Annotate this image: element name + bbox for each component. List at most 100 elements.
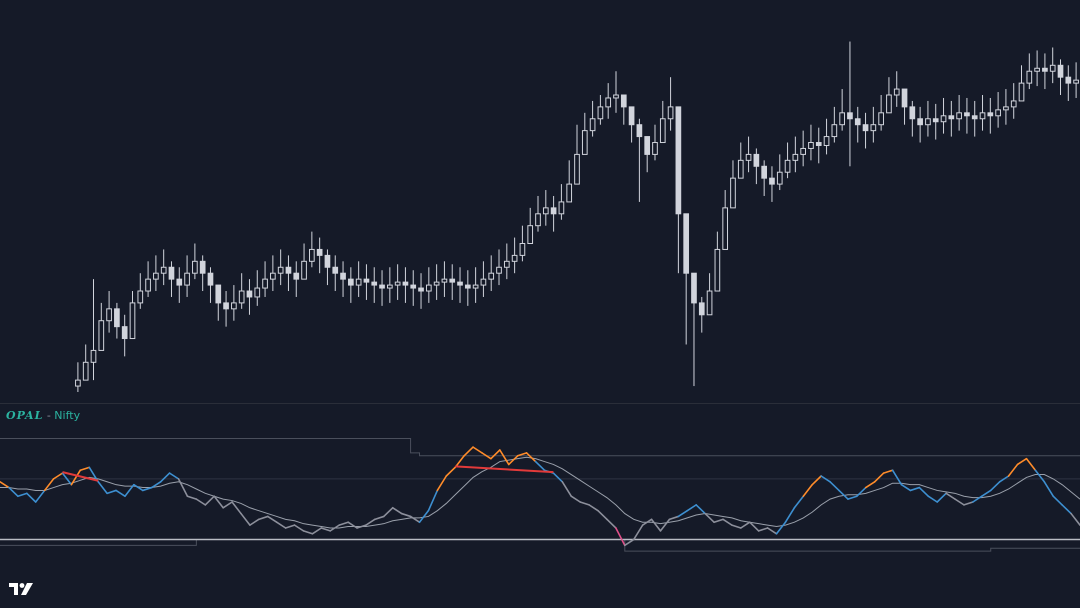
candle-body: [192, 260, 198, 274]
candle: [784, 142, 791, 179]
oscillator-segment: [641, 518, 653, 526]
candle-body: [98, 320, 105, 351]
oscillator-segment: [499, 449, 510, 466]
candle: [301, 243, 307, 280]
oscillator-segment: [400, 512, 412, 518]
candle-body: [511, 254, 518, 262]
price-pane[interactable]: [0, 0, 1080, 403]
candle-body: [854, 118, 861, 126]
candle: [566, 160, 573, 203]
candle-body: [652, 142, 658, 155]
candle: [176, 267, 183, 303]
indicator-separator: -: [43, 409, 55, 422]
candle: [597, 95, 604, 125]
candle: [457, 267, 463, 303]
oscillator-segment: [1016, 457, 1028, 466]
oscillator-segment: [722, 518, 733, 526]
candle: [129, 291, 136, 340]
oscillator-segment: [1070, 512, 1080, 526]
candle: [449, 264, 456, 300]
oscillator-segment: [882, 469, 894, 474]
indicator-legend[interactable]: OPAL - Nifty: [6, 409, 80, 422]
oscillator-segment: [374, 515, 385, 521]
candle-body: [948, 115, 955, 120]
oscillator-segment: [1025, 457, 1037, 472]
candle: [698, 296, 705, 333]
tradingview-logo-icon[interactable]: [8, 582, 34, 596]
candle: [628, 106, 635, 143]
candle: [464, 270, 471, 306]
oscillator-segment: [820, 475, 831, 483]
oscillator-segment: [597, 509, 608, 521]
oscillator-pane[interactable]: [0, 404, 1080, 608]
candle-body: [402, 281, 409, 286]
candle-body: [527, 225, 534, 244]
candle: [847, 41, 853, 167]
candle: [862, 112, 869, 149]
candle: [886, 77, 892, 114]
oscillator-segment: [1007, 463, 1019, 477]
indicator-symbol: Nifty: [54, 409, 81, 422]
candle: [574, 124, 580, 185]
candle: [192, 243, 198, 280]
candle-body: [1042, 67, 1048, 72]
candle: [979, 95, 986, 131]
oscillator-segment: [124, 483, 135, 498]
candle-body: [379, 284, 385, 289]
pane-divider[interactable]: [0, 403, 1080, 404]
oscillator-segment: [677, 509, 689, 518]
candle: [535, 195, 541, 232]
oscillator-segment: [284, 524, 296, 529]
candle: [340, 261, 346, 297]
candle-body: [472, 284, 479, 289]
candle-body: [784, 159, 791, 173]
candle: [550, 195, 557, 232]
candle-body: [215, 284, 222, 304]
candle: [893, 71, 900, 107]
oscillator-segment: [79, 466, 91, 472]
oscillator-segment: [989, 480, 1001, 492]
candle-body: [449, 278, 456, 283]
candle: [667, 77, 674, 131]
oscillator-segment: [900, 483, 912, 492]
candle: [153, 255, 159, 292]
oscillator-segment: [507, 454, 519, 466]
candle-body: [620, 94, 627, 108]
candle-body: [566, 183, 573, 203]
candle: [800, 130, 806, 167]
candle: [348, 267, 354, 303]
candle: [106, 291, 112, 333]
candle: [137, 273, 144, 309]
oscillator-segment: [133, 483, 144, 492]
candle: [605, 83, 612, 119]
oscillator-segment: [981, 489, 992, 498]
candle: [589, 100, 596, 137]
candle: [776, 154, 783, 191]
oscillator-segment: [365, 518, 376, 526]
candle-body: [1034, 67, 1040, 72]
oscillator-segment: [748, 521, 760, 532]
candle-body: [815, 142, 822, 146]
oscillator-segment: [115, 489, 126, 498]
candle-body: [761, 165, 768, 179]
oscillator-segment: [534, 460, 546, 472]
oscillator-segment: [766, 527, 778, 535]
candle: [277, 249, 284, 286]
candle: [160, 249, 167, 286]
candle: [270, 255, 276, 292]
candle: [215, 284, 222, 321]
candle: [379, 270, 385, 306]
oscillator-segment: [445, 466, 457, 477]
candle-body: [410, 284, 417, 289]
oscillator-segment: [802, 483, 814, 498]
oscillator-segment: [615, 527, 626, 547]
oscillator-segment: [731, 524, 742, 529]
candle-body: [542, 207, 549, 215]
oscillator-segment: [579, 501, 590, 506]
upper-band: [0, 437, 1080, 457]
oscillator-segment: [873, 472, 885, 483]
candle: [730, 160, 736, 209]
candle-body: [753, 153, 760, 167]
candle-body: [238, 290, 245, 304]
